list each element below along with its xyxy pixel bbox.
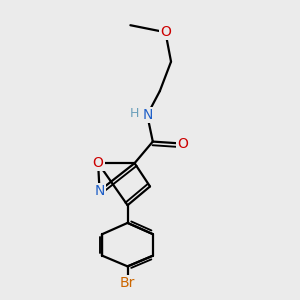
Text: O: O [93, 156, 104, 170]
Text: Br: Br [120, 276, 135, 290]
Text: O: O [160, 25, 171, 39]
Text: N: N [94, 184, 105, 198]
Text: N: N [142, 108, 153, 122]
Text: H: H [130, 107, 139, 120]
Text: O: O [177, 136, 188, 151]
